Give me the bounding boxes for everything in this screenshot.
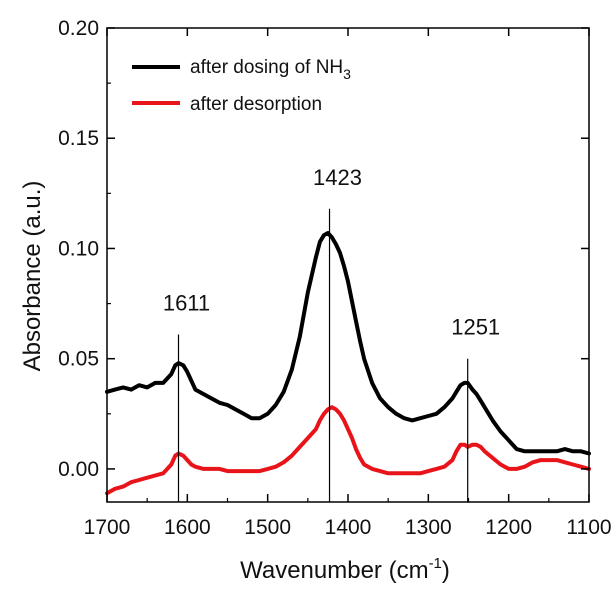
axis-layer: 1700 1600 1500 1400 1300 1200 1100 0.00 0.05 0.10… [58, 17, 611, 539]
y-axis-title: Absorbance (a.u.) [19, 181, 46, 372]
y-tick-label: 0.10 [58, 237, 99, 260]
series-layer [105, 231, 591, 496]
annotation-label: 1251 [451, 315, 500, 340]
x-axis-title: Wavenumber (cm-1) [240, 555, 450, 584]
x-tick-label: 1600 [164, 516, 211, 539]
x-tick-label: 1500 [244, 516, 291, 539]
series-line-desorption [105, 405, 591, 496]
annotation-label: 1423 [313, 165, 362, 190]
y-tick-label: 0.00 [58, 458, 99, 481]
x-tick-label: 1200 [485, 516, 532, 539]
x-tick-label: 1100 [566, 516, 611, 539]
y-tick-label: 0.05 [58, 348, 99, 371]
legend-label-black: after dosing of NH3 [190, 57, 351, 82]
annotation-label: 1611 [163, 290, 210, 315]
annotation-layer: 1611 1423 1251 [163, 165, 500, 502]
legend-label-red: after desorption [190, 94, 322, 115]
series-line-dosing [105, 231, 591, 456]
x-tick-label: 1400 [325, 516, 372, 539]
y-tick-label: 0.15 [58, 127, 99, 150]
x-tick-label: 1700 [84, 516, 131, 539]
x-tick-label: 1300 [405, 516, 452, 539]
y-tick-label: 0.20 [58, 17, 99, 40]
legend: after dosing of NH3 after desorption [132, 57, 351, 115]
